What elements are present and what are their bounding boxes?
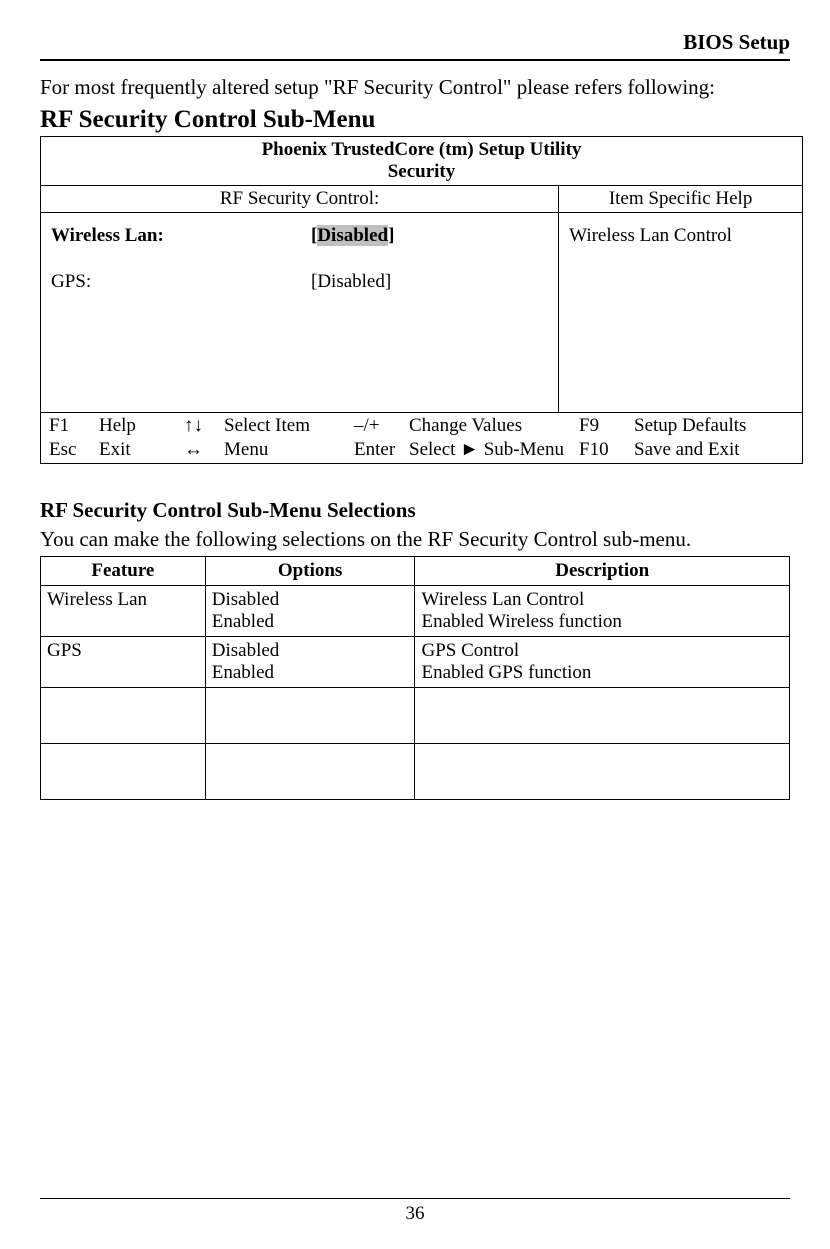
header-title: BIOS Setup <box>683 30 790 54</box>
footer-key-updown: ↑↓ <box>184 415 224 437</box>
cell-feature: GPS <box>41 637 206 688</box>
section-title: RF Security Control Sub-Menu <box>40 106 790 134</box>
footer-label-change-values: Change Values <box>409 415 579 437</box>
cell-description: Wireless Lan ControlEnabled Wireless fun… <box>415 586 790 637</box>
cell-description: GPS ControlEnabled GPS function <box>415 637 790 688</box>
footer-key-f10: F10 <box>579 439 634 461</box>
page-header: BIOS Setup <box>40 30 790 61</box>
footer-label-select-item: Select Item <box>224 415 354 437</box>
bios-option-row[interactable]: GPS: [Disabled] <box>51 271 548 293</box>
col-header-options: Options <box>205 557 415 586</box>
bios-footer: F1 Help ↑↓ Select Item –/+ Change Values… <box>41 413 803 464</box>
bios-options-panel: Wireless Lan: [Disabled] GPS: [Disabled] <box>41 213 559 413</box>
bios-title-row: Phoenix TrustedCore (tm) Setup Utility S… <box>41 137 803 186</box>
footer-key-leftright: ↔ <box>184 439 224 461</box>
table-row-empty <box>41 688 790 744</box>
bios-footer-grid: F1 Help ↑↓ Select Item –/+ Change Values… <box>49 415 794 461</box>
cell-options: DisabledEnabled <box>205 637 415 688</box>
bios-utility-title: Phoenix TrustedCore (tm) Setup Utility <box>41 139 802 161</box>
bios-category: Security <box>41 161 802 183</box>
option-label-gps: GPS: <box>51 271 311 293</box>
cell-options: DisabledEnabled <box>205 586 415 637</box>
bios-body: Wireless Lan: [Disabled] GPS: [Disabled]… <box>41 213 803 413</box>
table-header-row: Feature Options Description <box>41 557 790 586</box>
cell-feature: Wireless Lan <box>41 586 206 637</box>
footer-label-menu: Menu <box>224 439 354 461</box>
footer-key-f1: F1 <box>49 415 99 437</box>
footer-label-save-exit: Save and Exit <box>634 439 794 461</box>
selections-intro: You can make the following selections on… <box>40 527 790 552</box>
page-number: 36 <box>406 1203 425 1224</box>
footer-key-plusminus: –/+ <box>354 415 409 437</box>
bios-option-row[interactable]: Wireless Lan: [Disabled] <box>51 225 548 247</box>
footer-label-exit: Exit <box>99 439 184 461</box>
bios-right-header: Item Specific Help <box>559 186 803 213</box>
bios-utility-box: Phoenix TrustedCore (tm) Setup Utility S… <box>40 136 803 464</box>
page-footer: 36 <box>40 1198 790 1225</box>
bios-columns-header: RF Security Control: Item Specific Help <box>41 186 803 213</box>
option-label-wireless-lan: Wireless Lan: <box>51 225 311 247</box>
col-header-description: Description <box>415 557 790 586</box>
table-row: GPS DisabledEnabled GPS ControlEnabled G… <box>41 637 790 688</box>
option-value-wireless-lan: [Disabled] <box>311 225 394 247</box>
footer-key-enter: Enter <box>354 439 409 461</box>
intro-text: For most frequently altered setup "RF Se… <box>40 75 790 100</box>
selections-title: RF Security Control Sub-Menu Selections <box>40 498 790 523</box>
footer-key-esc: Esc <box>49 439 99 461</box>
selections-table: Feature Options Description Wireless Lan… <box>40 556 790 800</box>
table-row-empty <box>41 744 790 800</box>
table-row: Wireless Lan DisabledEnabled Wireless La… <box>41 586 790 637</box>
bios-help-text: Wireless Lan Control <box>569 225 792 247</box>
option-value-gps: [Disabled] <box>311 271 391 293</box>
col-header-feature: Feature <box>41 557 206 586</box>
footer-label-help: Help <box>99 415 184 437</box>
footer-label-setup-defaults: Setup Defaults <box>634 415 794 437</box>
bios-left-header: RF Security Control: <box>41 186 559 213</box>
footer-key-f9: F9 <box>579 415 634 437</box>
footer-label-select-submenu: Select ► Sub-Menu <box>409 439 579 461</box>
bios-help-panel: Wireless Lan Control <box>559 213 803 413</box>
